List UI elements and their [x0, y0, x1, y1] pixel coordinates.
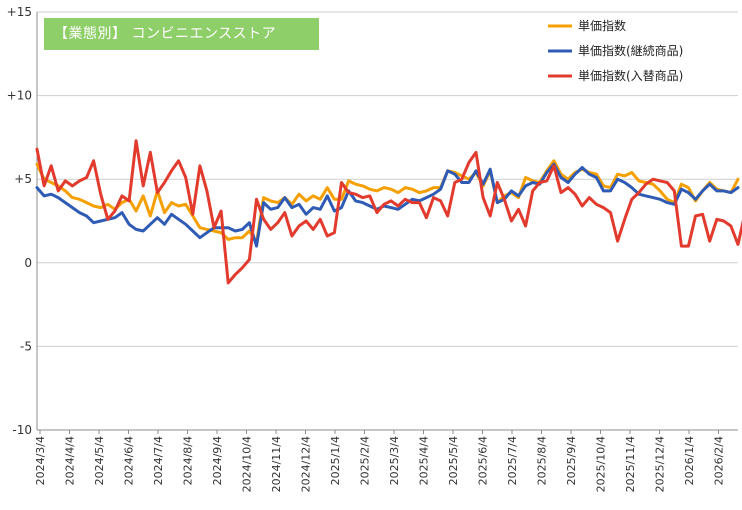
- x-tick-label: 2024/7/4: [152, 436, 165, 485]
- x-tick-label: 2025/7/4: [506, 436, 519, 485]
- x-tick-label: 2024/4/4: [64, 436, 77, 485]
- legend-label: 単価指数(継続商品): [578, 43, 683, 58]
- x-tick-label: 2026/1/4: [683, 436, 696, 485]
- x-tick-label: 2024/3/4: [34, 436, 47, 485]
- x-tick-label: 2025/3/4: [388, 436, 401, 485]
- y-tick-label: +15: [7, 5, 32, 19]
- series-layer: [35, 139, 742, 285]
- x-tick-label: 2025/2/4: [359, 436, 372, 485]
- x-tick-label: 2025/8/4: [536, 436, 549, 485]
- x-tick-label: 2024/11/4: [270, 436, 283, 492]
- x-tick-label: 2025/12/4: [654, 436, 667, 492]
- y-tick-label: +10: [7, 89, 32, 103]
- x-tick-label: 2025/10/4: [595, 436, 608, 492]
- x-tick-label: 2025/5/4: [447, 436, 460, 485]
- y-tick-label: 0: [24, 256, 32, 270]
- x-tick-label: 2025/11/4: [624, 436, 637, 492]
- x-tick-label: 2024/5/4: [93, 436, 106, 485]
- x-tick-label: 2025/1/4: [329, 436, 342, 485]
- x-tick-label: 2024/9/4: [211, 436, 224, 485]
- x-tick-label: 2026/2/4: [713, 436, 726, 485]
- series-line-3: [35, 139, 742, 285]
- y-tick-label: -10: [12, 423, 32, 437]
- x-tick-label: 2024/8/4: [182, 436, 195, 485]
- x-tick-label: 2024/10/4: [241, 436, 254, 492]
- series-line-1: [35, 159, 740, 245]
- y-tick-label: -5: [20, 339, 32, 353]
- legend-label: 単価指数: [578, 18, 626, 33]
- x-tick-label: 2025/6/4: [477, 436, 490, 485]
- x-tick-label: 2025/4/4: [418, 436, 431, 485]
- x-tick-label: 2025/9/4: [565, 436, 578, 485]
- x-tick-label: 2024/6/4: [123, 436, 136, 485]
- legend-label: 単価指数(入替商品): [578, 68, 683, 83]
- series-line-2: [35, 162, 740, 248]
- x-tick-label: 2024/12/4: [300, 436, 313, 492]
- y-tick-label: +5: [14, 172, 32, 186]
- chart-title: 【業態別】 コンビニエンスストア: [44, 18, 319, 50]
